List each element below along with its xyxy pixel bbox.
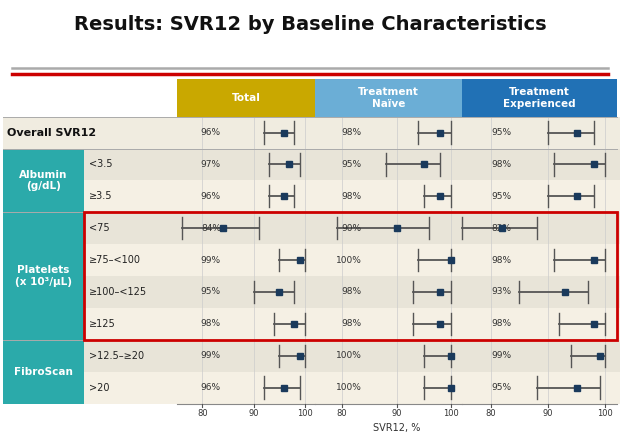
Text: 100%: 100% <box>336 256 362 265</box>
Text: 95%: 95% <box>492 192 512 201</box>
Text: Treatment
Naïve: Treatment Naïve <box>358 87 419 109</box>
Text: <75: <75 <box>89 223 109 233</box>
Text: 98%: 98% <box>492 319 512 329</box>
Text: 99%: 99% <box>201 351 221 360</box>
Text: Treatment
Experienced: Treatment Experienced <box>503 87 576 109</box>
Text: SVR12, %: SVR12, % <box>373 423 420 434</box>
Bar <box>3 308 620 340</box>
Text: Total: Total <box>231 93 260 103</box>
Text: 90: 90 <box>248 409 259 418</box>
Text: 84%: 84% <box>201 224 221 233</box>
Bar <box>177 79 315 117</box>
Text: 98%: 98% <box>342 319 362 329</box>
Text: 97%: 97% <box>201 160 221 169</box>
Text: 100: 100 <box>598 409 613 418</box>
Text: 99%: 99% <box>492 351 512 360</box>
Bar <box>3 212 84 340</box>
Bar <box>3 149 84 212</box>
Text: 95%: 95% <box>492 383 512 392</box>
Text: 95%: 95% <box>342 160 362 169</box>
Bar <box>3 117 620 149</box>
Text: 100%: 100% <box>336 383 362 392</box>
Text: 96%: 96% <box>201 383 221 392</box>
Text: 98%: 98% <box>342 192 362 201</box>
Text: 90: 90 <box>542 409 553 418</box>
Text: 100: 100 <box>297 409 312 418</box>
Bar <box>3 372 620 404</box>
Text: ≥100–<125: ≥100–<125 <box>89 287 147 297</box>
Text: 90%: 90% <box>342 224 362 233</box>
Text: 96%: 96% <box>201 128 221 137</box>
Text: Results: SVR12 by Baseline Characteristics: Results: SVR12 by Baseline Characteristi… <box>74 15 546 34</box>
Text: ≥75–<100: ≥75–<100 <box>89 255 141 265</box>
Text: FibroScan: FibroScan <box>14 366 73 377</box>
Text: 99%: 99% <box>201 256 221 265</box>
Text: 95%: 95% <box>201 288 221 296</box>
Text: 98%: 98% <box>201 319 221 329</box>
Text: 100%: 100% <box>336 351 362 360</box>
Text: Overall SVR12: Overall SVR12 <box>7 127 97 138</box>
Text: >12.5–≥20: >12.5–≥20 <box>89 351 144 361</box>
Bar <box>462 79 617 117</box>
Text: >20: >20 <box>89 383 109 392</box>
Text: ≥125: ≥125 <box>89 319 115 329</box>
Text: 90: 90 <box>391 409 402 418</box>
Text: 98%: 98% <box>342 288 362 296</box>
Text: 96%: 96% <box>201 192 221 201</box>
Text: 95%: 95% <box>492 128 512 137</box>
Text: 98%: 98% <box>342 128 362 137</box>
Text: 80: 80 <box>337 409 347 418</box>
Bar <box>3 340 620 372</box>
Bar <box>3 276 620 308</box>
Bar <box>3 340 84 404</box>
Text: 98%: 98% <box>492 256 512 265</box>
Text: 100: 100 <box>443 409 459 418</box>
Bar <box>3 212 620 244</box>
Text: <3.5: <3.5 <box>89 160 112 169</box>
Bar <box>3 149 620 180</box>
Text: 82%: 82% <box>492 224 512 233</box>
Bar <box>84 212 617 340</box>
Text: Platelets
(x 10³/μL): Platelets (x 10³/μL) <box>15 265 72 287</box>
Bar <box>315 79 462 117</box>
Bar <box>3 180 620 212</box>
Text: 93%: 93% <box>492 288 512 296</box>
Text: Albumin
(g/dL): Albumin (g/dL) <box>19 170 68 191</box>
Text: 80: 80 <box>197 409 208 418</box>
Bar <box>3 244 620 276</box>
Text: 98%: 98% <box>492 160 512 169</box>
Text: ≥3.5: ≥3.5 <box>89 191 112 202</box>
Text: 80: 80 <box>485 409 496 418</box>
